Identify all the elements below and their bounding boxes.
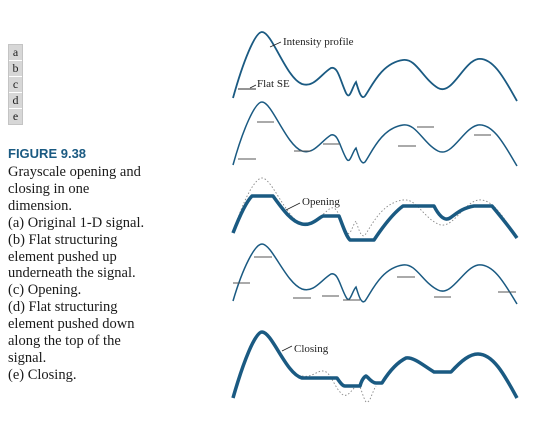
caption-line: dimension. — [8, 197, 73, 214]
figure-caption: Grayscale opening and closing in one dim… — [8, 164, 193, 384]
opening-curve — [231, 194, 519, 242]
annotation-leader — [285, 202, 301, 211]
closing-curve — [231, 330, 519, 399]
signal-curve — [232, 101, 518, 167]
panel-b-se-under-signal — [232, 101, 518, 167]
caption-line: underneath the signal. — [8, 265, 136, 282]
annotation-leader — [281, 345, 293, 352]
caption-line: element pushed down — [8, 316, 135, 333]
panel-letter-d: d — [9, 93, 22, 109]
caption-line: Grayscale opening and — [8, 164, 141, 180]
opening-label: Opening — [302, 196, 340, 208]
caption-line: (e) Closing. — [8, 366, 77, 383]
panel-letter-a: a — [9, 45, 22, 61]
panel-letter-column: a b c d e — [8, 44, 23, 125]
annotation-leader — [249, 84, 257, 89]
caption-line: closing in one — [8, 180, 90, 197]
panel-c-opening: Opening — [231, 177, 519, 242]
panel-a-original-signal: Intensity profile Flat SE — [232, 31, 518, 102]
caption-line: (a) Original 1-D signal. — [8, 214, 145, 231]
intensity-profile-curve — [232, 31, 518, 102]
caption-line: along the top of the — [8, 333, 121, 350]
panel-e-closing: Closing — [231, 330, 519, 403]
panel-d-se-over-signal — [232, 243, 518, 305]
caption-line: signal. — [8, 349, 47, 366]
original-signal-dotted — [232, 177, 518, 239]
caption-line: (b) Flat structuring — [8, 231, 118, 248]
panel-letter-c: c — [9, 77, 22, 93]
intensity-profile-label: Intensity profile — [283, 36, 354, 48]
caption-line: element pushed up — [8, 248, 117, 265]
caption-line: (c) Opening. — [8, 282, 82, 299]
annotation-leader — [269, 41, 282, 48]
closing-label: Closing — [294, 343, 329, 355]
panel-letter-b: b — [9, 61, 22, 77]
signal-curve — [232, 243, 518, 305]
caption-line: (d) Flat structuring — [8, 299, 118, 316]
panel-letter-e: e — [12, 109, 19, 123]
flat-se-label: Flat SE — [257, 78, 290, 90]
figure-label: FIGURE 9.38 — [8, 146, 87, 161]
